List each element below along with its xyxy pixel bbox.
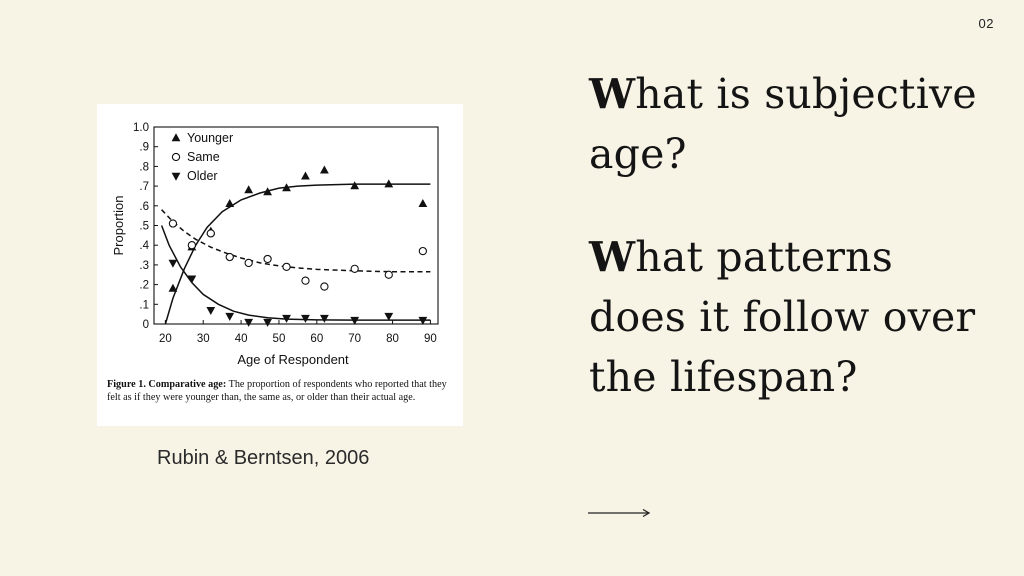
point-younger	[282, 183, 291, 192]
question-1-initial: W	[589, 70, 636, 118]
legend-label-younger: Younger	[187, 131, 233, 145]
point-younger	[263, 187, 272, 196]
point-older	[263, 318, 272, 327]
x-tick-label: 70	[348, 333, 361, 345]
point-older	[206, 307, 216, 316]
fit-curve-same	[161, 209, 431, 273]
point-younger	[384, 179, 394, 188]
point-same	[418, 246, 428, 256]
y-axis-title: Proportion	[111, 196, 126, 256]
legend-label-older: Older	[187, 169, 218, 183]
y-tick-label: .8	[139, 161, 149, 173]
legend-marker-younger	[171, 133, 181, 142]
question-2-initial: W	[589, 233, 636, 281]
point-same	[244, 258, 253, 268]
fit-curve-younger	[164, 183, 431, 325]
question-subjective-age: What is subjective age?	[589, 64, 989, 184]
point-same	[282, 262, 291, 272]
point-younger	[225, 199, 235, 208]
point-younger	[301, 171, 310, 180]
y-tick-label: .5	[139, 221, 149, 233]
point-same	[350, 264, 359, 273]
y-tick-label: .7	[139, 181, 149, 193]
point-same	[301, 276, 310, 285]
point-same	[187, 241, 197, 250]
y-tick-label: .2	[139, 280, 149, 292]
question-lifespan-patterns: What patterns does it follow over the li…	[589, 227, 989, 407]
x-tick-label: 50	[273, 333, 286, 345]
point-younger	[350, 181, 360, 190]
caption-label: Figure 1. Comparative age:	[107, 379, 227, 390]
y-tick-label: .3	[139, 260, 149, 272]
point-older	[244, 318, 254, 327]
y-tick-label: .6	[139, 201, 149, 213]
point-younger	[418, 199, 428, 208]
point-older	[384, 312, 394, 321]
figure-card: 0 .1 .2 .3 .4 .5 .6 .7 .8 .9 1.0 20 30 40 50 60 70 80 90 Ag…	[97, 104, 463, 426]
point-younger	[244, 185, 254, 194]
point-same	[320, 282, 329, 291]
y-tick-label: .4	[139, 240, 149, 252]
x-axis-title: Age of Respondent	[237, 352, 349, 367]
point-older	[282, 314, 291, 323]
citation: Rubin & Berntsen, 2006	[157, 447, 370, 469]
long-right-arrow-icon	[588, 508, 651, 518]
x-tick-label: 60	[310, 333, 323, 345]
point-older	[301, 314, 310, 323]
x-tick-label: 40	[235, 333, 248, 345]
point-same	[168, 219, 178, 228]
y-tick-label: .9	[139, 142, 149, 154]
point-older	[320, 314, 329, 323]
point-same	[263, 254, 272, 264]
point-same	[225, 252, 234, 262]
subjective-age-chart: 0 .1 .2 .3 .4 .5 .6 .7 .8 .9 1.0 20 30 40 50 60 70 80 90 Ag…	[111, 122, 439, 367]
figure-caption: Figure 1. Comparative age: The proportio…	[107, 378, 453, 404]
question-1-rest: hat is subjective age?	[589, 70, 977, 178]
point-older	[350, 316, 360, 325]
point-younger	[320, 165, 329, 174]
point-same	[384, 270, 393, 279]
point-older	[225, 312, 235, 321]
y-tick-label: .1	[139, 299, 149, 311]
x-tick-label: 20	[159, 333, 172, 345]
y-tick-label: 0	[143, 319, 149, 331]
page-number: 02	[978, 16, 994, 31]
x-tick-label: 30	[197, 333, 210, 345]
y-tick-label: 1.0	[133, 122, 149, 134]
x-tick-label: 80	[386, 333, 399, 345]
point-older	[187, 275, 197, 284]
x-tick-label: 90	[424, 333, 437, 345]
question-2-rest: hat patterns does it follow over the lif…	[589, 233, 976, 401]
point-older	[418, 316, 428, 325]
legend-label-same: Same	[187, 150, 220, 164]
legend-marker-same	[171, 152, 181, 162]
legend-marker-older	[171, 172, 181, 181]
point-same	[206, 229, 215, 238]
point-younger	[168, 283, 178, 292]
fit-curve-older	[160, 225, 431, 321]
point-older	[168, 259, 178, 268]
caption-text: The proportion of respondents who report…	[107, 379, 447, 403]
